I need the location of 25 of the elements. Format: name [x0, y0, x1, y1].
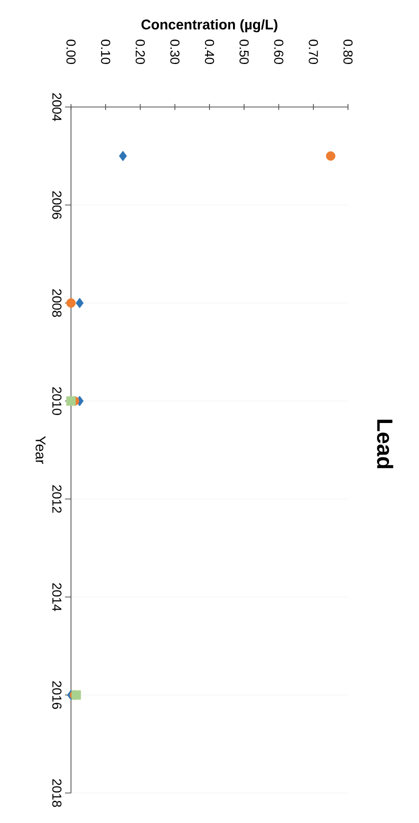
x-tick-label: 0.30 [170, 40, 180, 64]
y-tick-label: 2010 [52, 387, 62, 415]
x-axis-title: Concentration (µg/L) [141, 19, 278, 32]
y-tick-label: 2012 [52, 485, 62, 513]
x-tick-label: 0.50 [240, 40, 249, 64]
y-tick-label: 2006 [52, 191, 62, 219]
point [76, 298, 84, 308]
text: Lead [377, 420, 394, 468]
y-tick-label: 2014 [52, 583, 62, 612]
x-tick-label: 0.60 [274, 40, 284, 64]
y-tick-label: 2004 [52, 93, 62, 122]
y-tick-label: 2018 [52, 779, 62, 807]
y-tick-label: 2016 [52, 681, 62, 709]
x-tick-label: 0.20 [136, 40, 145, 64]
point [66, 396, 76, 406]
y-axis-title: Year [36, 436, 46, 464]
x-tick-label: 0.70 [308, 40, 318, 64]
point [66, 298, 76, 308]
x-tick-label: 0.80 [343, 40, 353, 64]
x-tick-label: 0.40 [204, 40, 214, 64]
y-tick-label: 2008 [52, 289, 62, 317]
x-tick-label: 0.10 [101, 40, 110, 64]
point [118, 150, 127, 162]
x-tick-label: 0.00 [66, 40, 76, 64]
point [326, 151, 336, 161]
